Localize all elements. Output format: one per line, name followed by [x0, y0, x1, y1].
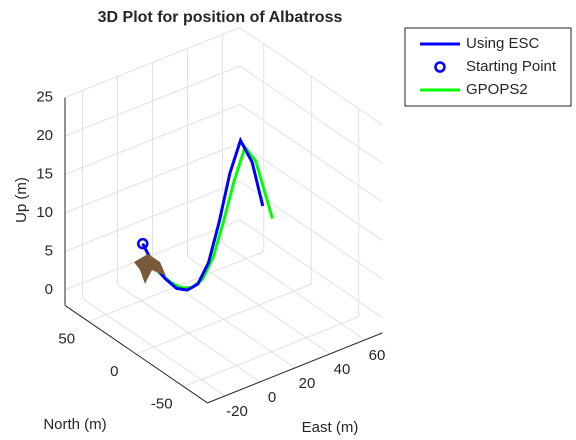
- grid-line: [239, 142, 383, 241]
- z-axis-label: Up (m): [13, 177, 30, 223]
- y-tick-label: 50: [58, 331, 75, 348]
- x-tick-label: 60: [369, 347, 386, 364]
- x-axis-label: East (m): [302, 419, 359, 436]
- z-tick-label: 15: [36, 165, 53, 182]
- grid-line: [239, 65, 383, 164]
- axis-line: [207, 332, 383, 404]
- z-tick-label: 10: [36, 204, 53, 221]
- axis-line: [64, 304, 208, 404]
- plot-area: -20 0 20 40 60 -50 0 50 0 5 10 15 20 25: [36, 27, 386, 420]
- grid-line: [64, 104, 241, 175]
- grid-line: [64, 65, 241, 137]
- grid-line: [239, 27, 383, 126]
- x-tick-label: 20: [299, 375, 316, 392]
- albatross-icon: [134, 254, 166, 284]
- legend-label: GPOPS2: [466, 81, 528, 98]
- legend-label: Using ESC: [466, 35, 540, 52]
- x-tick-label: 40: [334, 361, 351, 378]
- legend: Using ESC Starting Point GPOPS2: [420, 35, 557, 98]
- grid-line: [64, 27, 241, 98]
- grid-line: [239, 181, 383, 280]
- y-tick-label: 0: [110, 363, 118, 380]
- start-marker: [137, 237, 149, 250]
- grid-line: [239, 219, 383, 318]
- grid-line: [183, 316, 359, 388]
- legend-marker: [434, 61, 446, 73]
- z-tick-label: 5: [45, 242, 53, 259]
- grid-line: [64, 181, 241, 252]
- legend-label: Starting Point: [466, 58, 557, 75]
- grid-line: [136, 283, 312, 355]
- trajectory-line: [141, 136, 265, 292]
- z-tick-label: 20: [36, 127, 53, 144]
- grid-line: [64, 142, 241, 214]
- y-axis-label: North (m): [43, 416, 106, 433]
- z-tick-label: 25: [36, 88, 53, 105]
- legend-box: [404, 27, 572, 107]
- y-tick-label: -50: [151, 396, 173, 413]
- x-tick-label: 0: [268, 389, 276, 406]
- grid-line: [64, 219, 241, 291]
- grid-line: [239, 104, 383, 203]
- x-tick-label: -20: [226, 403, 248, 420]
- z-tick-label: 0: [45, 281, 53, 298]
- chart-title: 3D Plot for position of Albatross: [98, 9, 343, 26]
